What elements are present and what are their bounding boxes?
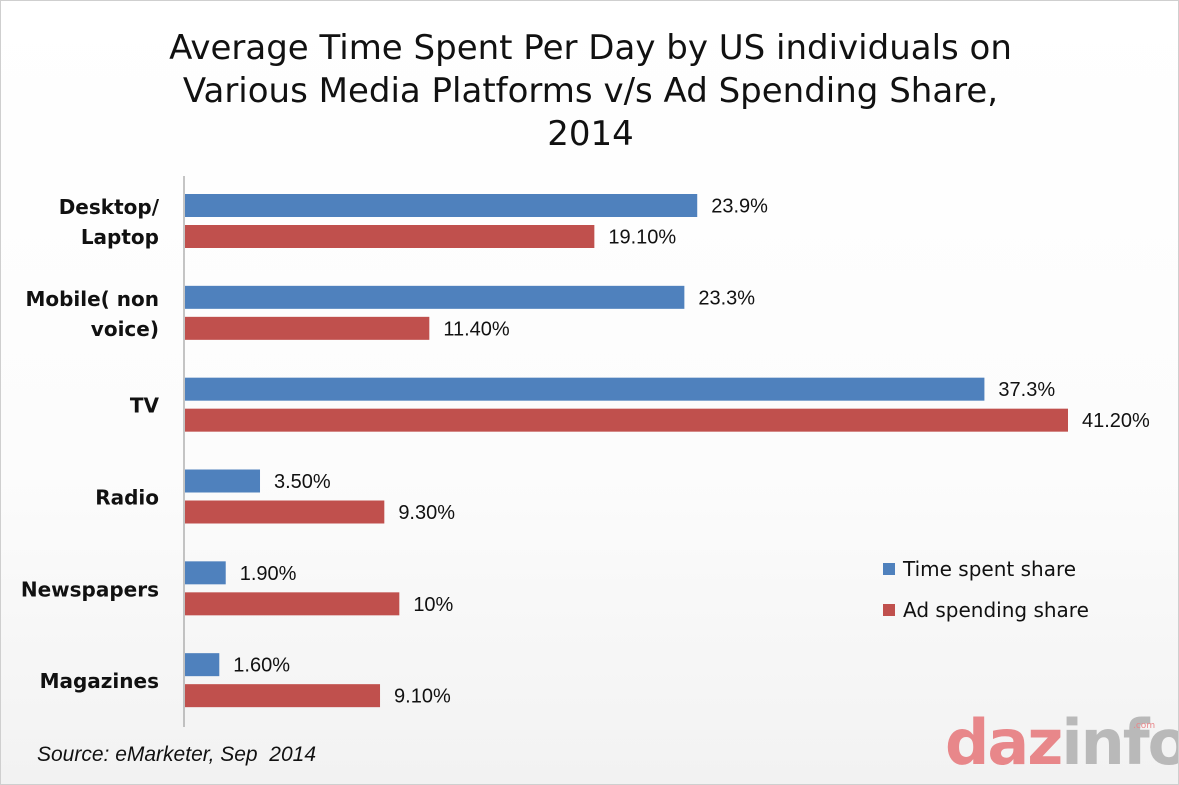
category-label-0: Desktop/Laptop xyxy=(59,195,160,249)
chart-title-line-2: Various Media Platforms v/s Ad Spending … xyxy=(182,71,999,111)
category-label-2: TV xyxy=(130,394,160,418)
data-label-time-spent-5: 1.60% xyxy=(233,655,290,677)
dazeinfo-logo: dazinfo .com xyxy=(945,707,1178,779)
bar-time-spent-0 xyxy=(185,194,698,217)
category-label-1: Mobile( non voice) xyxy=(25,287,159,341)
category-label-3-line-0: Radio xyxy=(95,485,159,509)
legend: Time spent share Ad spending share xyxy=(883,555,1089,637)
bar-ad-spending-5 xyxy=(185,684,381,708)
logo-text-part-1: daz xyxy=(945,706,1063,779)
bar-ad-spending-1 xyxy=(185,316,430,340)
bar-ad-spending-0 xyxy=(185,225,595,248)
chart-title: Average Time Spent Per Day by US individ… xyxy=(1,27,1178,156)
data-label-time-spent-0: 23.9% xyxy=(711,196,768,218)
category-label-1-line-0: Mobile( non xyxy=(25,287,159,311)
data-label-ad-spending-0: 19.10% xyxy=(608,227,676,249)
data-label-ad-spending-3: 9.30% xyxy=(398,502,455,524)
data-label-time-spent-2: 37.3% xyxy=(998,379,1055,401)
legend-item-time-spent: Time spent share xyxy=(883,555,1089,583)
chart-title-line-1: Average Time Spent Per Day by US individ… xyxy=(169,28,1012,68)
data-label-ad-spending-5: 9.10% xyxy=(394,686,451,708)
category-label-5-line-0: Magazines xyxy=(40,669,159,693)
bar-time-spent-2 xyxy=(185,377,985,401)
category-label-0-line-1: Laptop xyxy=(81,225,159,249)
category-label-4: Newspapers xyxy=(21,577,159,601)
bar-ad-spending-3 xyxy=(185,500,385,524)
category-label-4-line-0: Newspapers xyxy=(21,577,159,601)
bar-time-spent-5 xyxy=(185,653,220,677)
legend-swatch-time-spent xyxy=(883,563,895,575)
logo-suffix: .com xyxy=(1133,721,1156,731)
data-label-ad-spending-4: 10% xyxy=(413,594,453,616)
source-note: Source: eMarketer, Sep 2014 xyxy=(37,743,316,766)
bar-time-spent-3 xyxy=(185,469,261,493)
bar-time-spent-4 xyxy=(185,561,226,585)
logo-text: dazinfo xyxy=(945,706,1179,779)
category-label-3: Radio xyxy=(95,485,159,509)
bar-ad-spending-4 xyxy=(185,592,400,616)
category-label-1-line-1: voice) xyxy=(91,317,159,341)
bar-ad-spending-2 xyxy=(185,408,1068,432)
data-label-time-spent-3: 3.50% xyxy=(274,471,331,493)
legend-label-time-spent: Time spent share xyxy=(903,557,1077,581)
bar-time-spent-1 xyxy=(185,285,685,309)
data-label-time-spent-1: 23.3% xyxy=(698,287,755,309)
legend-item-ad-spending: Ad spending share xyxy=(883,596,1089,624)
data-label-time-spent-4: 1.90% xyxy=(240,563,297,585)
data-label-ad-spending-1: 11.40% xyxy=(443,318,510,340)
data-label-ad-spending-2: 41.20% xyxy=(1082,410,1150,432)
legend-label-ad-spending: Ad spending share xyxy=(903,598,1089,622)
chart-title-line-3: 2014 xyxy=(547,114,634,154)
category-label-2-line-0: TV xyxy=(130,394,160,418)
category-label-5: Magazines xyxy=(40,669,159,693)
category-label-0-line-0: Desktop/ xyxy=(59,195,160,219)
legend-swatch-ad-spending xyxy=(883,604,895,616)
logo-text-part-2: info xyxy=(1061,706,1179,779)
